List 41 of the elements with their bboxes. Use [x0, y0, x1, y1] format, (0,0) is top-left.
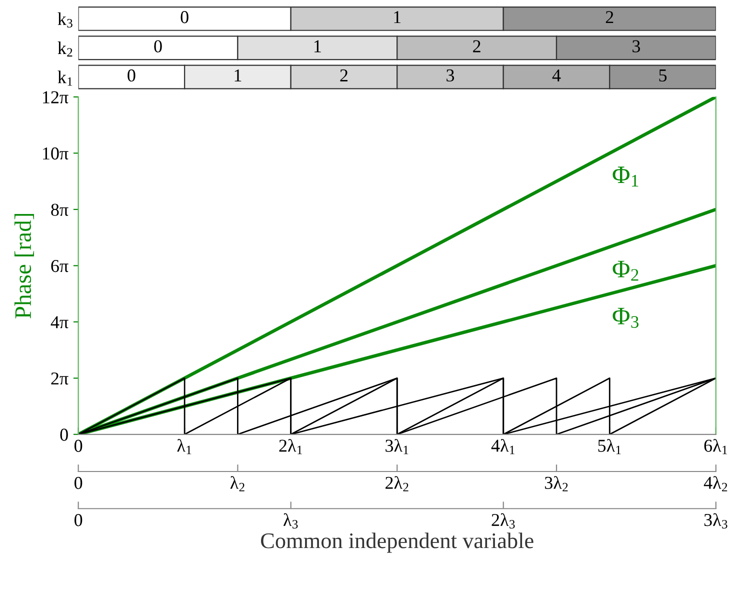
x-tick-label: 5λ$_{1}$	[598, 438, 621, 454]
y-axis-title: Phase [rad]	[14, 214, 34, 318]
y-tick-label: 10π	[43, 147, 68, 160]
y-tick-label: k$_{2}$	[58, 41, 72, 57]
x2-tick-label: 4λ$_{2}$	[704, 476, 728, 492]
annotation: 2	[340, 69, 348, 82]
x-tick-label: 6λ$_{1}$	[704, 438, 728, 454]
annotation: 0	[74, 514, 82, 526]
x2-tick-label: 3λ$_{2}$	[545, 476, 568, 492]
y-tick-label: k$_{1}$	[58, 70, 72, 86]
annotation: 2	[473, 40, 480, 52]
annotation: 3	[446, 69, 454, 82]
annotation: 1	[314, 40, 321, 52]
x-tick-label: 2λ$_{1}$	[279, 438, 302, 454]
annotation: λ$_{3}$	[283, 513, 298, 529]
annotation: 4	[552, 69, 561, 82]
y-tick-label: 12π	[43, 91, 68, 104]
annotation: 3	[632, 40, 640, 52]
x-tick-label: 4λ$_{1}$	[491, 438, 514, 454]
annotation: 0	[154, 40, 162, 52]
annotation: 0	[128, 69, 136, 82]
y-tick-label: 8π	[51, 204, 68, 216]
annotation: 2	[606, 11, 614, 24]
annotation: 5	[659, 70, 667, 82]
x-axis-title: Common independent variable	[261, 532, 534, 553]
x-tick-label: λ$_{1}$	[177, 438, 192, 454]
annotation: 1	[394, 11, 401, 24]
annotation: 0	[180, 11, 188, 24]
y-tick-label: 0	[60, 428, 68, 441]
x-tick-label: 3λ$_{1}$	[386, 438, 408, 454]
y-tick-label: 2π	[51, 372, 68, 385]
x-tick-label: 0	[74, 440, 82, 452]
x2-tick-label: λ$_{2}$	[230, 476, 244, 492]
annotation: 3λ$_{3}$	[704, 513, 728, 529]
y-tick-label: k$_{3}$	[58, 12, 72, 28]
x2-tick-label: 0	[74, 476, 82, 490]
y-tick-label: 4π	[50, 316, 68, 328]
annotation: 2λ$_{3}$	[492, 513, 515, 529]
annotation: 1	[234, 69, 242, 82]
y-tick-label: 6π	[51, 260, 68, 272]
x2-tick-label: 2λ$_{2}$	[386, 476, 408, 492]
